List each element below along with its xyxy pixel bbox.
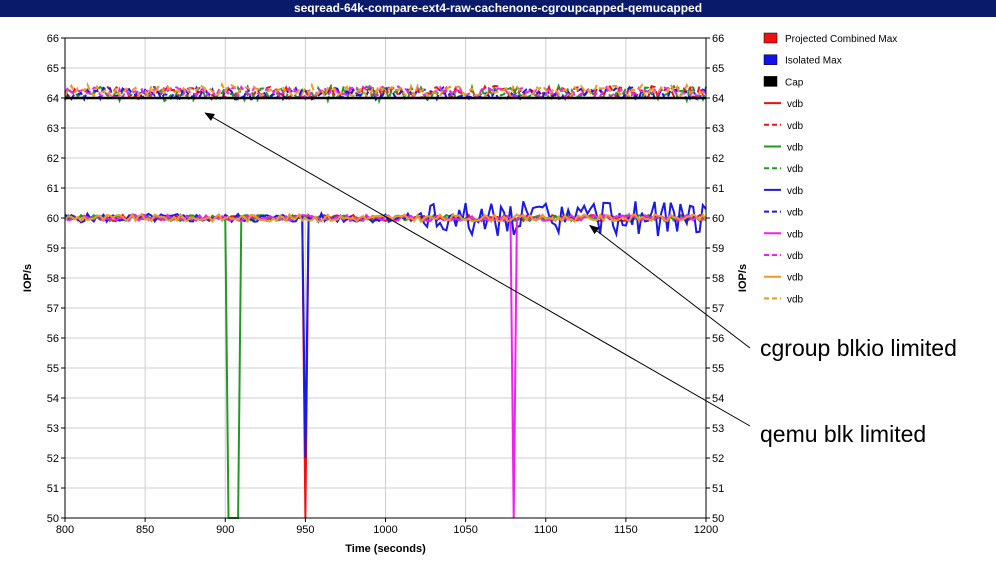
legend-label: vdb [787,121,804,132]
y-tick-label-right: 56 [712,333,724,345]
annotation-arrow [589,224,751,349]
x-tick-label: 1050 [453,524,477,536]
legend-label: vdb [787,99,804,110]
legend-label: vdb [787,251,804,262]
y-tick-label-right: 55 [712,363,724,375]
y-tick-label-right: 65 [712,63,724,75]
chart-title: seqread-64k-compare-ext4-raw-cachenone-c… [0,0,996,17]
series-lines [64,81,707,519]
annotation-label: cgroup blkio limited [760,335,957,361]
y-tick-label-right: 54 [712,393,724,405]
series-line-6 [64,84,707,102]
annotation-arrow [204,112,751,427]
legend-label: vdb [787,273,804,284]
y-tick-label-right: 52 [712,453,724,465]
legend-label: Projected Combined Max [785,34,897,45]
x-tick-label: 800 [56,524,74,536]
x-tick-label: 1100 [534,524,558,536]
y-tick-label-right: 57 [712,303,724,315]
y-tick-label-right: 60 [712,213,724,225]
y-tick-label: 60 [47,213,59,225]
x-tick-label: 850 [136,524,154,536]
legend-label: vdb [787,229,804,240]
y-tick-label: 62 [47,153,59,165]
y-tick-label: 54 [47,393,59,405]
y-tick-label: 64 [47,93,59,105]
y-tick-label: 59 [47,243,59,255]
y-axis-title-right: IOP/s [737,264,749,292]
legend-label: vdb [787,294,804,305]
y-tick-label: 55 [47,363,59,375]
y-tick-label-right: 64 [712,93,724,105]
y-tick-label: 66 [47,33,59,45]
x-tick-label: 1200 [694,524,718,536]
y-tick-label: 50 [47,513,59,525]
y-tick-label: 51 [47,483,59,495]
y-tick-label: 61 [47,183,59,195]
y-tick-label-right: 50 [712,513,724,525]
y-tick-label-right: 51 [712,483,724,495]
y-tick-label: 58 [47,273,59,285]
y-tick-label: 56 [47,333,59,345]
grid-lines [64,37,707,519]
y-tick-label: 53 [47,423,59,435]
legend-swatch-box [763,76,778,87]
y-tick-label-right: 53 [712,423,724,435]
legend-label: vdb [787,164,804,175]
x-tick-label: 1000 [373,524,397,536]
y-tick-label: 63 [47,123,59,135]
x-axis-title: Time (seconds) [345,543,426,555]
x-tick-label: 900 [216,524,234,536]
y-tick-label-right: 62 [712,153,724,165]
y-tick-label-right: 61 [712,183,724,195]
legend-label: Isolated Max [785,56,842,67]
y-tick-label-right: 66 [712,33,724,45]
y-tick-label-right: 59 [712,243,724,255]
y-tick-label: 52 [47,453,59,465]
series-line-2 [64,82,707,102]
annotation-label: qemu blk limited [760,421,926,447]
y-tick-label-right: 63 [712,123,724,135]
y-tick-label: 65 [47,63,59,75]
plot-frame [64,37,707,519]
legend-label: vdb [787,143,804,154]
axes: 50 50 51 51 52 52 53 53 54 54 55 55 56 56 57 57 58 58 59 59… [22,33,749,555]
legend-label: Cap [785,77,804,88]
y-tick-label: 57 [47,303,59,315]
legend-swatch-box [763,54,778,65]
annotations: cgroup blkio limited qemu blk limited [204,112,957,447]
legend: Projected Combined Max Isolated Max Cap vdb… [763,32,897,305]
y-tick-label-right: 58 [712,273,724,285]
legend-label: vdb [787,186,804,197]
x-tick-label: 1150 [614,524,638,536]
y-axis-title: IOP/s [22,264,34,292]
legend-label: vdb [787,208,804,219]
x-tick-label: 950 [296,524,314,536]
legend-swatch-box [763,32,778,44]
